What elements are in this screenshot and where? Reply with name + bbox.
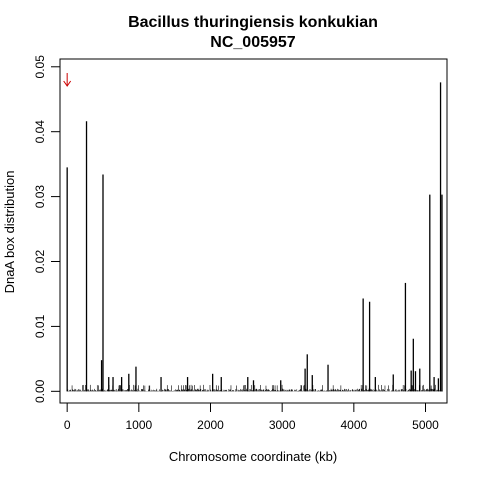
x-tick-label: 1000 [125,418,152,432]
y-tick-label: 0.04 [33,120,47,144]
baseline-noise-bars [66,384,443,392]
x-tick-label: 5000 [412,418,439,432]
chart-subtitle: NC_005957 [210,34,296,51]
y-axis: 0.00 0.01 0.02 0.03 0.04 0.05 [33,55,60,403]
y-tick-label: 0.00 [33,379,47,403]
x-axis: 0 1000 2000 3000 4000 5000 [64,403,439,432]
chart-title: Bacillus thuringiensis konkukian [128,14,378,31]
x-tick-label: 4000 [340,418,367,432]
plot-frame [59,58,448,404]
x-tick-label: 3000 [269,418,296,432]
x-tick-label: 0 [64,418,71,432]
x-axis-label: Chromosome coordinate (kb) [169,449,337,464]
y-tick-label: 0.02 [33,250,47,274]
origin-arrow-head [63,80,72,87]
y-tick-label: 0.01 [33,314,47,338]
y-axis-label: DnaA box distribution [2,171,17,294]
y-tick-label: 0.03 [33,185,47,209]
origin-arrow-icon [63,73,72,87]
x-tick-label: 2000 [197,418,224,432]
data-bars [66,82,443,392]
y-tick-label: 0.05 [33,55,47,79]
